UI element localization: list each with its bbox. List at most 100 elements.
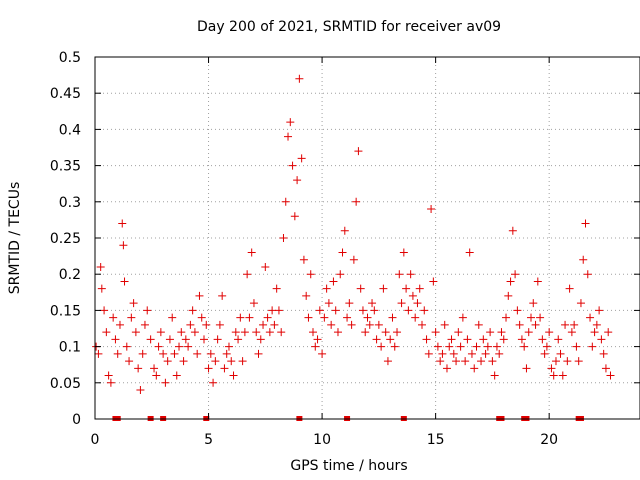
data-point [188,306,197,315]
data-point [97,284,106,293]
data-point [447,335,456,344]
data-point [597,335,606,344]
data-point [313,335,322,344]
data-point [529,299,538,308]
y-tick-label: 0.2 [59,267,81,283]
data-point [508,226,517,235]
data-point [222,349,231,358]
data-point [429,277,438,286]
data-point [140,320,149,329]
data-point [383,357,392,366]
data-point [329,277,338,286]
data-point [115,320,124,329]
data-point [499,335,508,344]
data-point [433,342,442,351]
data-point [259,320,268,329]
data-point [606,371,615,380]
data-point [218,291,227,300]
x-tick-label: 20 [540,432,558,448]
data-point [249,299,258,308]
data-point [200,335,208,344]
data-point [211,357,220,366]
data-point [138,349,147,358]
data-point [488,357,497,366]
data-point [590,328,599,337]
data-point [204,364,213,373]
y-tick-label: 0.25 [50,231,81,247]
data-point [513,306,522,315]
data-point [517,335,526,344]
data-point [522,364,531,373]
x-tick-label: 15 [427,432,445,448]
data-point [592,320,601,329]
data-point [295,74,304,83]
data-point [436,357,445,366]
data-point [315,306,324,315]
y-tick-label: 0.3 [59,195,81,211]
data-point [393,328,402,337]
data-point [304,313,313,322]
data-point [270,320,279,329]
data-point [125,357,134,366]
data-point [131,328,140,337]
data-point [318,349,327,358]
data-point [415,284,424,293]
data-point [333,328,342,337]
x-tick-label: 5 [204,432,213,448]
data-point [206,349,215,358]
data-point [390,342,399,351]
data-point [438,349,447,358]
data-point [120,277,129,286]
data-point [159,349,168,358]
data-point [352,197,361,206]
data-point [449,349,458,358]
data-point [440,320,449,329]
data-point [581,219,590,228]
data-point [177,328,186,337]
data-point [502,313,511,322]
data-point [427,205,436,214]
data-point [299,255,308,264]
data-point [252,328,261,337]
data-point [256,335,265,344]
data-point [134,364,143,373]
data-point [170,349,179,358]
data-point [406,270,415,279]
data-point [224,342,233,351]
data-point [604,328,613,337]
data-point [186,320,195,329]
data-point [220,364,229,373]
data-point [106,378,115,387]
data-point [94,349,103,358]
data-point [474,320,483,329]
data-point [100,306,109,315]
data-point [454,328,463,337]
data-point [515,320,524,329]
data-point [572,342,581,351]
data-point [561,320,570,329]
data-point [495,349,504,358]
data-point [467,349,476,358]
data-point [172,371,181,380]
data-point [143,306,152,315]
data-point [372,335,381,344]
data-point [193,349,202,358]
data-point [288,161,297,170]
data-point [343,313,352,322]
data-point [422,335,431,344]
data-point [381,328,390,337]
data-point [320,313,329,322]
data-point [234,335,243,344]
data-point [601,364,610,373]
data-point [284,132,293,141]
data-point [240,328,249,337]
data-point [274,306,283,315]
data-point [268,306,277,315]
data-point [445,342,454,351]
data-point [358,306,367,315]
data-point [588,342,597,351]
data-point [263,313,272,322]
data-point [111,335,120,344]
data-point [297,154,306,163]
